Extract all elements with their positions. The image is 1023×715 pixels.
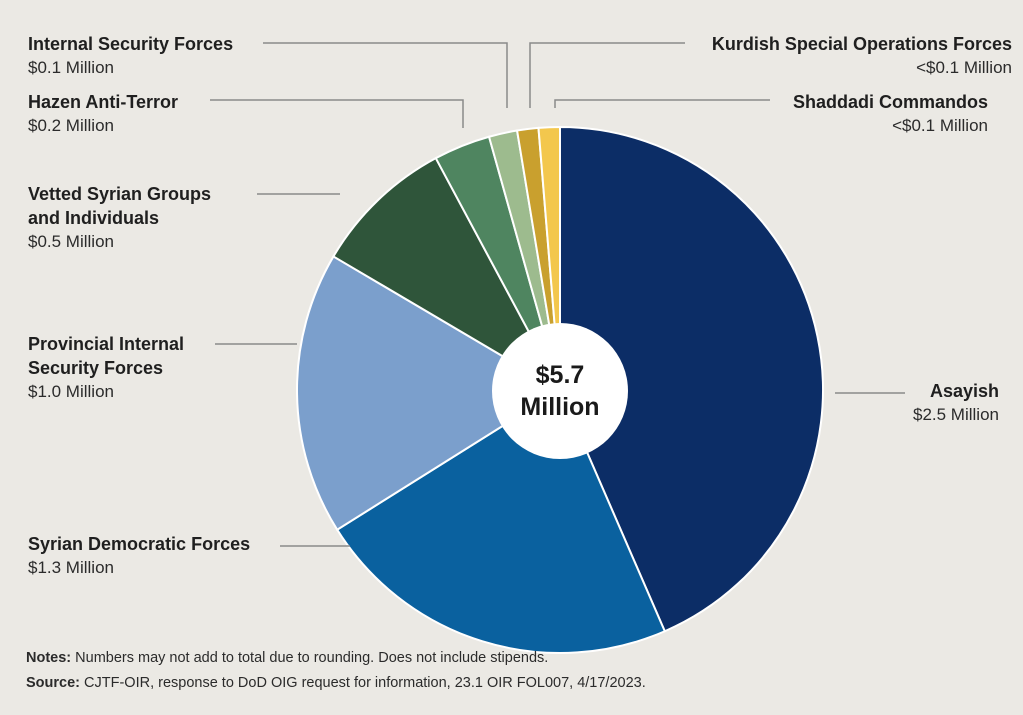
total-amount: $5.7 bbox=[535, 361, 585, 389]
label-hazen-anti-terror: Hazen Anti-Terror $0.2 Million bbox=[28, 90, 178, 138]
pie-slice-syrian-democratic-forces bbox=[335, 388, 667, 654]
label-syrian-democratic-forces: Syrian Democratic Forces $1.3 Million bbox=[28, 532, 250, 580]
slice-name-line: and Individuals bbox=[28, 208, 160, 228]
label-shaddadi-commandos: Shaddadi Commandos <$0.1 Million bbox=[793, 90, 988, 138]
slice-name-line: Shaddadi Commandos bbox=[792, 92, 988, 112]
slice-value: $0.5 Million bbox=[28, 232, 114, 251]
slice-value: $0.1 Million bbox=[28, 58, 114, 77]
total-unit: Million bbox=[520, 393, 600, 421]
slice-value: $2.5 Million bbox=[913, 405, 999, 424]
notes-line: Notes: Numbers may not add to total due … bbox=[26, 650, 646, 666]
leader-line-shaddadi-commandos bbox=[554, 99, 770, 108]
chart-frame: Asayish $2.5 Million Syrian Democratic For… bbox=[10, 10, 1014, 706]
slice-name-line: Vetted Syrian Groups bbox=[28, 184, 212, 204]
slice-name-line: Security Forces bbox=[28, 358, 164, 378]
slice-value: <$0.1 Million bbox=[892, 116, 988, 135]
slice-name-line: Asayish bbox=[929, 381, 999, 401]
source-line: Source: CJTF-OIR, response to DoD OIG re… bbox=[26, 675, 646, 691]
leader-line-hazen-anti-terror bbox=[210, 99, 464, 128]
source-text: CJTF-OIR, response to DoD OIG request fo… bbox=[80, 675, 646, 691]
slice-name-line: Internal Security Forces bbox=[28, 34, 234, 54]
chart-footer: Notes: Numbers may not add to total due … bbox=[26, 650, 646, 700]
label-vetted-syrian-groups-and-individuals: Vetted Syrian Groups and Individuals $0.5 … bbox=[28, 182, 211, 254]
source-label: Source: bbox=[26, 675, 80, 691]
label-provincial-internal-security-forces: Provincial Internal Security Forces $1.0 M… bbox=[28, 332, 184, 404]
pie-slice-vetted-syrian-groups-and-individuals bbox=[332, 156, 563, 393]
leader-line-internal-security-forces bbox=[263, 42, 508, 108]
leader-line-kurdish-special-operations-forces bbox=[529, 42, 685, 108]
slice-name-line: Provincial Internal bbox=[28, 334, 185, 354]
total-label: $5.7 Million bbox=[492, 323, 628, 459]
label-kurdish-special-operations-forces: Kurdish Special Operations Forces <$0.1 M… bbox=[712, 32, 1012, 80]
slice-value: $0.2 Million bbox=[28, 116, 114, 135]
notes-label: Notes: bbox=[26, 650, 72, 666]
label-asayish: Asayish $2.5 Million bbox=[913, 379, 999, 427]
slice-name-line: Kurdish Special Operations Forces bbox=[711, 34, 1012, 54]
pie-slice-provincial-internal-security-forces bbox=[296, 255, 562, 532]
slice-value: $1.0 Million bbox=[28, 382, 114, 401]
label-internal-security-forces: Internal Security Forces $0.1 Million bbox=[28, 32, 233, 80]
slice-name-line: Syrian Democratic Forces bbox=[28, 534, 251, 554]
notes-text: Numbers may not add to total due to roun… bbox=[71, 650, 549, 666]
slice-name-line: Hazen Anti-Terror bbox=[28, 92, 179, 112]
pie-slice-asayish bbox=[559, 125, 825, 633]
slice-value: $1.3 Million bbox=[28, 558, 114, 577]
slice-value: <$0.1 Million bbox=[916, 58, 1012, 77]
